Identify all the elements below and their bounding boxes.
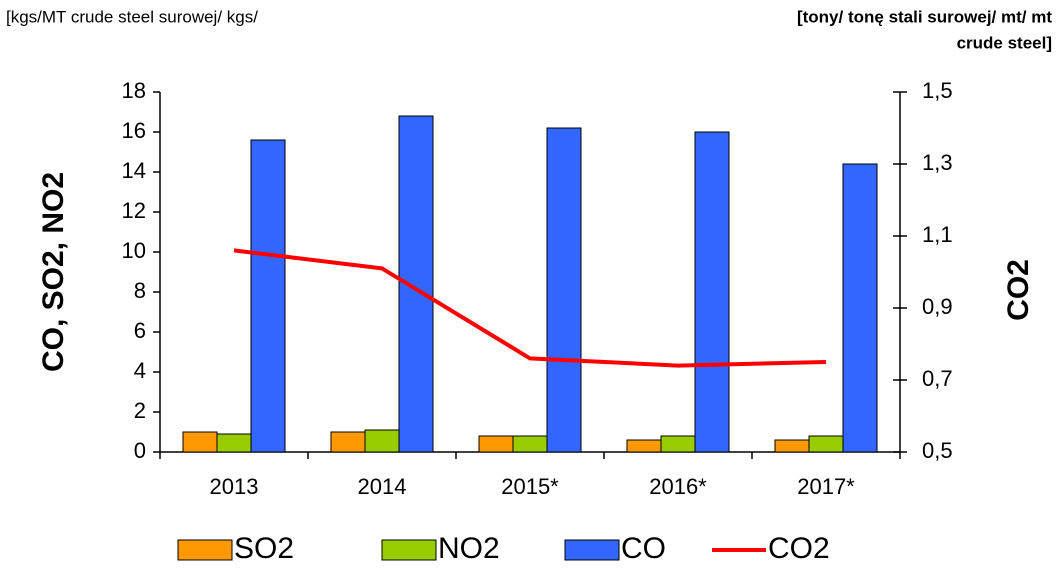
bar (774, 439, 810, 453)
y-tick-label: 4 (134, 358, 146, 383)
legend-swatch (381, 539, 437, 561)
y2-axis-title: CO2 (1002, 259, 1035, 321)
legend-swatch (564, 539, 620, 561)
y-tick-label: 14 (122, 158, 146, 183)
y2-unit-label: [tony/ tonę stali surowej/ mt/ mt (797, 7, 1052, 26)
y2-tick-label: 1,5 (922, 78, 953, 103)
legend-label: CO (621, 532, 666, 565)
y-tick-label: 16 (122, 118, 146, 143)
y2-tick-label: 1,3 (922, 150, 953, 175)
y-tick-label: 6 (134, 318, 146, 343)
y-tick-label: 12 (122, 198, 146, 223)
legend-swatch (177, 539, 233, 561)
bar (364, 429, 400, 453)
y2-tick-label: 1,1 (922, 222, 953, 247)
y-axis-title: CO, SO2, NO2 (37, 172, 70, 372)
bar (250, 139, 286, 453)
y-unit-label: [kgs/MT crude steel surowej/ kgs/ (6, 7, 258, 26)
legend-label: SO2 (234, 532, 294, 565)
y2-tick-label: 0,5 (922, 438, 953, 463)
y-tick-label: 10 (122, 238, 146, 263)
line (233, 248, 827, 368)
legend-label: NO2 (438, 532, 500, 565)
y-tick-label: 0 (134, 438, 146, 463)
bar (660, 435, 696, 453)
y2-unit-label: crude steel] (957, 33, 1052, 52)
y-tick-label: 18 (122, 78, 146, 103)
x-tick-label: 2016* (649, 474, 707, 499)
y2-tick-label: 0,9 (922, 294, 953, 319)
bar (330, 431, 366, 453)
y2-tick-label: 0,7 (922, 366, 953, 391)
bar (808, 435, 844, 453)
bar (842, 163, 878, 453)
bar (694, 131, 730, 453)
bar (626, 439, 662, 453)
x-tick-label: 2013 (210, 474, 259, 499)
x-tick-label: 2015* (501, 474, 559, 499)
bar (512, 435, 548, 453)
x-tick-label: 2014 (358, 474, 407, 499)
bar (546, 127, 582, 453)
bar (182, 431, 218, 453)
bar (478, 435, 514, 453)
y-tick-label: 2 (134, 398, 146, 423)
legend-label: CO2 (768, 532, 830, 565)
y-tick-label: 8 (134, 278, 146, 303)
x-tick-label: 2017* (797, 474, 855, 499)
bar (216, 433, 252, 453)
